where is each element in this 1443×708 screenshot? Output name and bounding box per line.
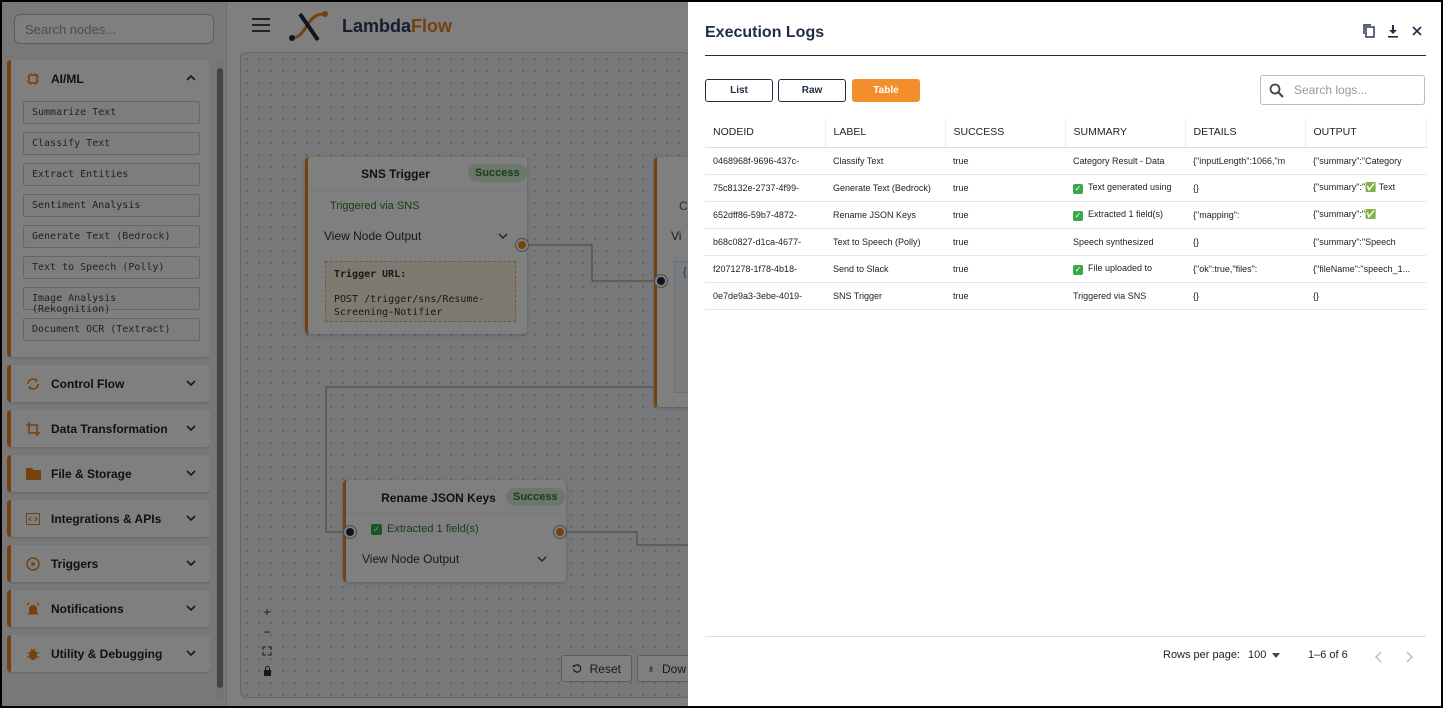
table-row[interactable]: 75c8132e-2737-4f99- Generate Text (Bedroc… bbox=[705, 174, 1426, 202]
cell-label: Rename JSON Keys bbox=[825, 201, 945, 229]
column-header-output[interactable]: OUTPUT bbox=[1305, 118, 1427, 148]
cell-details: {"inputLength":1066,"m bbox=[1185, 147, 1305, 175]
tab-list[interactable]: List bbox=[705, 79, 773, 102]
cell-label: Send to Slack bbox=[825, 255, 945, 283]
cell-details: {"mapping": bbox=[1185, 201, 1305, 229]
cell-nodeid: 0e7de9a3-3ebe-4019- bbox=[705, 282, 825, 310]
footer-divider bbox=[705, 636, 1426, 637]
cell-details: {} bbox=[1185, 228, 1305, 256]
cell-success: true bbox=[945, 174, 1065, 202]
column-header-summary[interactable]: SUMMARY bbox=[1065, 118, 1186, 148]
execution-logs-drawer: Execution Logs List Raw Table Search log… bbox=[688, 2, 1441, 706]
search-logs-input[interactable]: Search logs... bbox=[1260, 75, 1425, 105]
cell-nodeid: 652dff86-59b7-4872- bbox=[705, 201, 825, 229]
cell-details: {} bbox=[1185, 282, 1305, 310]
cell-summary: ✓ Extracted 1 field(s) bbox=[1065, 201, 1185, 229]
cell-output: {"summary":"✅ Text bbox=[1305, 174, 1426, 202]
rows-per-page-label: Rows per page: bbox=[1163, 649, 1241, 661]
cell-output: {"summary":"✅ bbox=[1305, 201, 1426, 229]
table-row[interactable]: 652dff86-59b7-4872- Rename JSON Keys true ✓… bbox=[705, 201, 1426, 229]
cell-nodeid: 0468968f-9696-437c- bbox=[705, 147, 825, 175]
column-header-success[interactable]: SUCCESS bbox=[945, 118, 1066, 148]
cell-output: {"summary":"Speech bbox=[1305, 228, 1426, 256]
cell-label: Classify Text bbox=[825, 147, 945, 175]
cell-nodeid: b68c0827-d1ca-4677- bbox=[705, 228, 825, 256]
modal-backdrop[interactable] bbox=[2, 2, 688, 706]
tab-raw[interactable]: Raw bbox=[778, 79, 846, 102]
chevron-right-icon[interactable] bbox=[1405, 651, 1413, 663]
check-icon: ✓ bbox=[1073, 210, 1083, 221]
cell-summary: Triggered via SNS bbox=[1065, 282, 1185, 310]
column-header-label[interactable]: LABEL bbox=[825, 118, 946, 148]
column-header-details[interactable]: DETAILS bbox=[1185, 118, 1306, 148]
tab-table[interactable]: Table bbox=[852, 79, 920, 102]
column-header-nodeid[interactable]: NODEID bbox=[705, 118, 826, 148]
table-header-row: NODEID LABEL SUCCESS SUMMARY DETAILS OUTPUT bbox=[705, 118, 1427, 148]
cell-success: true bbox=[945, 282, 1065, 310]
table-row[interactable]: 0468968f-9696-437c- Classify Text true Cate… bbox=[705, 147, 1426, 175]
cell-success: true bbox=[945, 228, 1065, 256]
cell-success: true bbox=[945, 147, 1065, 175]
cell-summary: ✓ File uploaded to bbox=[1065, 255, 1185, 283]
logs-table: NODEID LABEL SUCCESS SUMMARY DETAILS OUTPUT 0… bbox=[705, 118, 1427, 310]
rows-per-page-select[interactable]: 100 bbox=[1248, 649, 1281, 661]
cell-output: {} bbox=[1305, 282, 1426, 310]
title-divider bbox=[705, 55, 1426, 56]
pagination-range: 1–6 of 6 bbox=[1308, 649, 1348, 661]
cell-nodeid: 75c8132e-2737-4f99- bbox=[705, 174, 825, 202]
chevron-left-icon[interactable] bbox=[1375, 651, 1383, 663]
cell-summary: Category Result - Data bbox=[1065, 147, 1185, 175]
cell-summary: Speech synthesized bbox=[1065, 228, 1185, 256]
cell-success: true bbox=[945, 201, 1065, 229]
cell-success: true bbox=[945, 255, 1065, 283]
check-icon: ✓ bbox=[1073, 264, 1083, 275]
download-icon[interactable] bbox=[1387, 24, 1399, 38]
table-row[interactable]: b68c0827-d1ca-4677- Text to Speech (Polly… bbox=[705, 228, 1426, 256]
table-row[interactable]: f2071278-1f78-4b18- Send to Slack true ✓ Fil… bbox=[705, 255, 1426, 283]
cell-label: Generate Text (Bedrock) bbox=[825, 174, 945, 202]
cell-nodeid: f2071278-1f78-4b18- bbox=[705, 255, 825, 283]
cell-details: {} bbox=[1185, 174, 1305, 202]
cell-label: Text to Speech (Polly) bbox=[825, 228, 945, 256]
check-icon: ✓ bbox=[1073, 183, 1083, 194]
drawer-actions bbox=[1363, 24, 1423, 38]
copy-icon[interactable] bbox=[1363, 24, 1375, 38]
cell-summary: ✓ Text generated using bbox=[1065, 174, 1185, 202]
caret-down-icon bbox=[1272, 652, 1281, 658]
cell-output: {"fileName":"speech_1... bbox=[1305, 255, 1426, 283]
cell-details: {"ok":true,"files": bbox=[1185, 255, 1305, 283]
close-icon[interactable] bbox=[1411, 24, 1423, 38]
search-icon bbox=[1269, 83, 1284, 98]
cell-output: {"summary":"Category bbox=[1305, 147, 1426, 175]
cell-label: SNS Trigger bbox=[825, 282, 945, 310]
table-row[interactable]: 0e7de9a3-3ebe-4019- SNS Trigger true Trigge… bbox=[705, 282, 1426, 310]
drawer-title: Execution Logs bbox=[705, 24, 825, 41]
